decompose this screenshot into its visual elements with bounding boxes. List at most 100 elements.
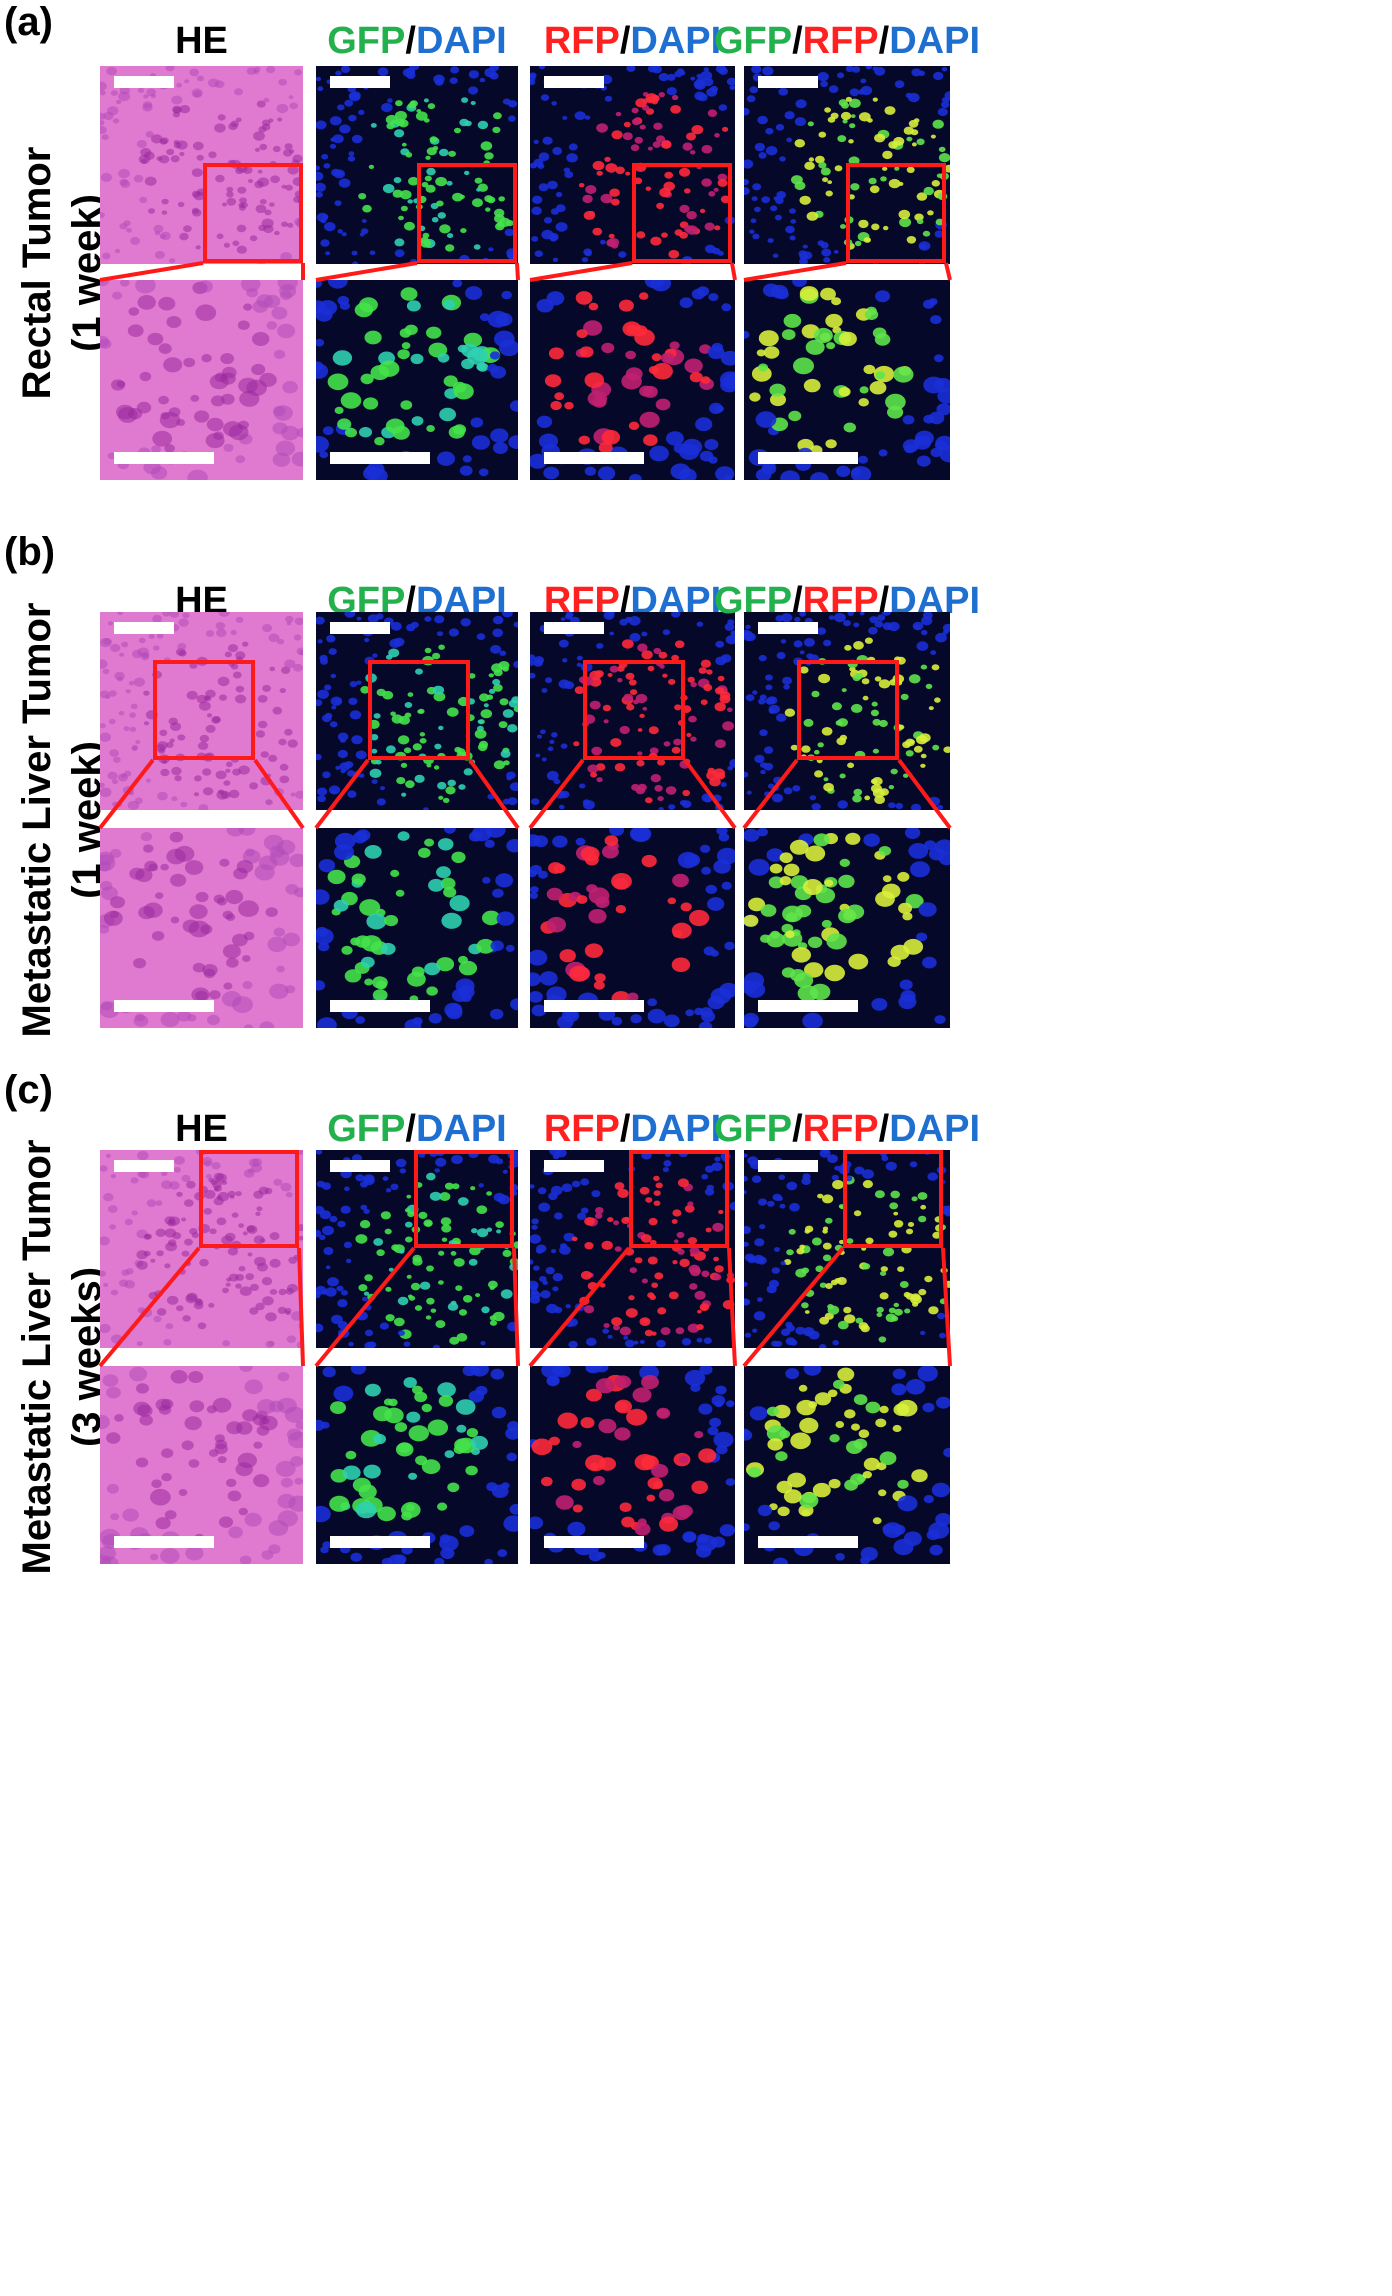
header-dapi: DAPI (630, 20, 722, 62)
scale-bar-zoom (758, 1000, 858, 1012)
roi-box (414, 1150, 514, 1248)
scale-bar-overview (330, 76, 390, 88)
micrograph-he-zoom (100, 1366, 303, 1564)
scale-bar-overview (758, 622, 818, 634)
scale-bar-zoom (114, 452, 214, 464)
scale-bar-zoom (114, 1000, 214, 1012)
header-sep: / (405, 580, 416, 622)
header-sep: / (878, 20, 890, 62)
column-header-he: HE (54, 20, 350, 63)
header-gfp: GFP (327, 20, 406, 62)
column-header-gfp: GFP/DAPI (269, 1108, 565, 1151)
header-sep: / (878, 580, 890, 622)
scale-bar-overview (544, 76, 604, 88)
roi-box (846, 163, 946, 263)
header-gfp: GFP (327, 1108, 406, 1150)
micrograph-he-zoom (100, 828, 303, 1028)
column-header-rfp: RFP/DAPI (485, 20, 781, 63)
header-sep: / (619, 1108, 631, 1150)
header-dapi: DAPI (415, 1108, 507, 1150)
scale-bar-zoom (544, 1000, 644, 1012)
micrograph-gfp-zoom (316, 280, 518, 480)
scale-bar-overview (114, 76, 174, 88)
scale-bar-zoom (758, 452, 858, 464)
panel-letter: (a) (4, 0, 53, 44)
row-label: Metastatic Liver Tumor (3 weeks) (12, 1140, 112, 1575)
roi-box (153, 660, 255, 760)
micrograph-merge-zoom (744, 828, 950, 1028)
header-sep: / (405, 20, 416, 62)
header-sep: / (405, 1108, 416, 1150)
micrograph-rfp-zoom (530, 828, 735, 1028)
scale-bar-zoom (114, 1536, 214, 1548)
header-dapi: DAPI (415, 20, 507, 62)
header-sep: / (792, 1108, 803, 1150)
scale-bar-overview (330, 1160, 390, 1172)
scale-bar-overview (114, 622, 174, 634)
header-he: HE (175, 20, 228, 62)
micrograph-gfp-zoom (316, 1366, 518, 1564)
roi-box (797, 660, 899, 760)
header-sep: / (878, 1108, 890, 1150)
row-label-line1: Rectal Tumor (15, 146, 59, 400)
column-header-merge: GFP/RFP/DAPI (699, 20, 995, 63)
header-sep: / (792, 580, 803, 622)
row-label: Rectal Tumor (1 week) (12, 147, 112, 400)
roi-box (368, 660, 470, 760)
column-header-merge: GFP/RFP/DAPI (699, 1108, 995, 1151)
micrograph-merge-zoom (744, 1366, 950, 1564)
scale-bar-overview (544, 622, 604, 634)
micrograph-gfp-zoom (316, 828, 518, 1028)
scale-bar-zoom (330, 1536, 430, 1548)
header-dapi: DAPI (889, 20, 981, 62)
zoom-connector-line (99, 261, 204, 282)
header-dapi: DAPI (889, 1108, 981, 1150)
column-header-gfp: GFP/DAPI (269, 20, 565, 63)
roi-box (203, 163, 303, 263)
zoom-connector-line (730, 262, 737, 281)
row-label-line1: Metastatic Liver Tumor (15, 1139, 59, 1575)
header-rfp: RFP (802, 1108, 879, 1150)
micrograph-rfp-zoom (530, 1366, 735, 1564)
column-header-he: HE (54, 1108, 350, 1151)
row-label-line1: Metastatic Liver Tumor (15, 602, 59, 1038)
header-gfp: GFP (713, 20, 793, 62)
header-rfp: RFP (543, 1108, 620, 1150)
roi-box (843, 1150, 943, 1248)
scale-bar-zoom (758, 1536, 858, 1548)
row-label: Metastatic Liver Tumor (1 week) (12, 603, 112, 1038)
header-sep: / (619, 580, 631, 622)
scale-bar-overview (758, 1160, 818, 1172)
zoom-connector-line (315, 261, 418, 282)
panel-letter: (b) (4, 530, 56, 574)
scale-bar-zoom (544, 1536, 644, 1548)
roi-box (583, 660, 685, 760)
header-sep: / (619, 20, 631, 62)
scale-bar-overview (758, 76, 818, 88)
scale-bar-overview (330, 622, 390, 634)
micrograph-rfp-zoom (530, 280, 735, 480)
column-header-rfp: RFP/DAPI (485, 1108, 781, 1151)
scale-bar-zoom (544, 452, 644, 464)
scale-bar-overview (114, 1160, 174, 1172)
micrograph-merge-zoom (744, 280, 950, 480)
zoom-connector-line (515, 262, 520, 281)
micrograph-he-zoom (100, 280, 303, 480)
scale-bar-zoom (330, 1000, 430, 1012)
header-dapi: DAPI (630, 1108, 722, 1150)
roi-box (417, 163, 517, 263)
roi-box (199, 1150, 299, 1248)
zoom-connector-line (944, 262, 952, 281)
scale-bar-overview (544, 1160, 604, 1172)
zoom-connector-line (529, 261, 633, 282)
panel-letter: (c) (4, 1068, 53, 1112)
scale-bar-zoom (330, 452, 430, 464)
header-sep: / (792, 20, 803, 62)
header-rfp: RFP (802, 20, 879, 62)
roi-box (629, 1150, 729, 1248)
header-gfp: GFP (713, 1108, 793, 1150)
zoom-connector-line (743, 261, 847, 282)
header-he: HE (175, 1108, 228, 1150)
header-rfp: RFP (543, 20, 620, 62)
roi-box (632, 163, 732, 263)
